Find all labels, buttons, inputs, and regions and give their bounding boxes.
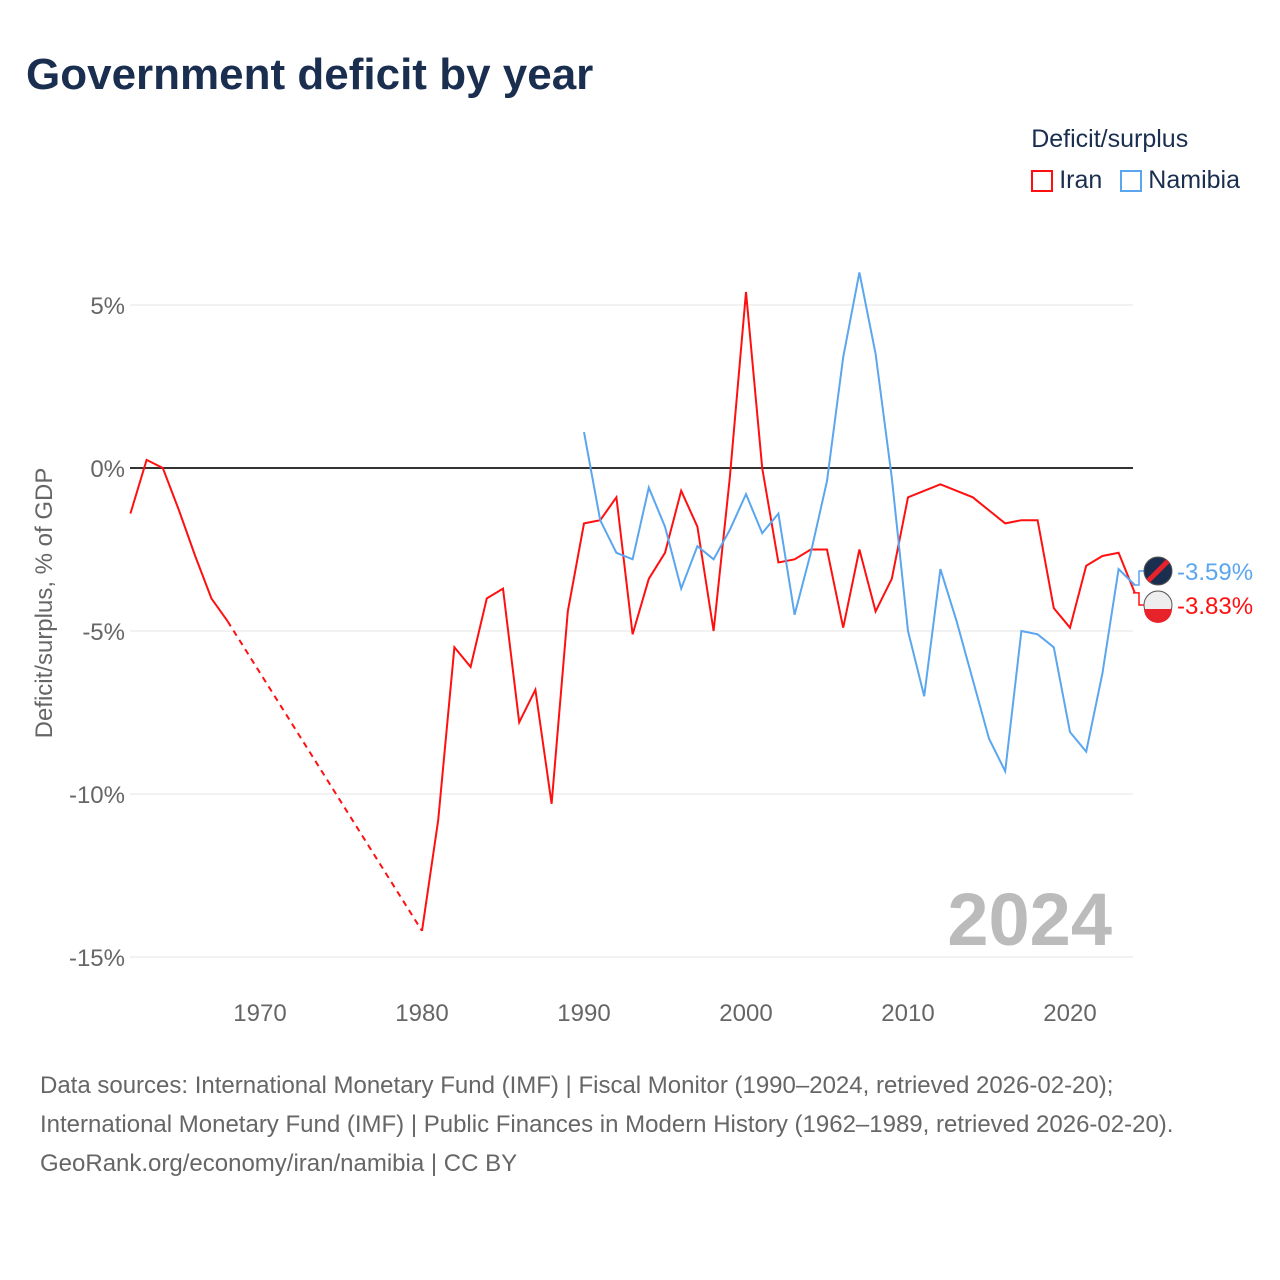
credit-link[interactable]: GeoRank.org/economy/iran/namibia | CC BY xyxy=(40,1150,518,1177)
series-line-namibia xyxy=(583,272,1136,775)
flag-stripe xyxy=(1146,559,1170,583)
legend-swatch-iran xyxy=(1031,169,1054,192)
y-tick-label: -5% xyxy=(82,619,125,646)
data-sources: Data sources: International Monetary Fun… xyxy=(40,1072,1174,1138)
chart-title: Government deficit by year xyxy=(26,50,594,99)
y-tick-label: 5% xyxy=(90,293,125,320)
y-tick-label: 0% xyxy=(90,456,125,483)
x-tick-label: 2010 xyxy=(881,1000,934,1027)
x-tick-label: 2020 xyxy=(1043,1000,1096,1027)
x-tick-label: 1970 xyxy=(233,1000,286,1027)
series-gap-dashed-iran xyxy=(226,620,423,932)
end-value-label-namibia: -3.59% xyxy=(1177,559,1253,586)
year-watermark: 2024 xyxy=(947,878,1112,961)
footer: Data sources: International Monetary Fun… xyxy=(40,1066,1240,1183)
legend-item-namibia[interactable]: Namibia xyxy=(1120,166,1240,195)
end-value-label-iran: -3.83% xyxy=(1177,593,1253,620)
y-tick-label: -15% xyxy=(69,945,125,972)
label-connector-namibia xyxy=(1133,570,1145,586)
line-chart: 5% 0% -5% -10% -15% 1970 1980 1990 2000 2010 2020 D… xyxy=(31,272,1253,1027)
y-tick-label: -10% xyxy=(69,782,125,809)
label-connector-iran xyxy=(1133,592,1145,606)
flag-stripe xyxy=(1144,609,1172,623)
series-line-iran xyxy=(421,291,1136,932)
legend-label-iran: Iran xyxy=(1059,166,1103,194)
legend-swatch-namibia xyxy=(1120,169,1143,192)
series-line-iran xyxy=(129,458,229,622)
legend-item-iran[interactable]: Iran xyxy=(1031,166,1102,195)
x-tick-label: 2000 xyxy=(719,1000,772,1027)
legend: Deficit/surplus Iran Namibia xyxy=(1031,125,1240,195)
y-axis-label: Deficit/surplus, % of GDP xyxy=(31,468,58,739)
legend-label-namibia: Namibia xyxy=(1148,166,1240,194)
legend-title: Deficit/surplus xyxy=(1031,125,1189,153)
x-tick-label: 1980 xyxy=(395,1000,448,1027)
x-tick-label: 1990 xyxy=(557,1000,610,1027)
